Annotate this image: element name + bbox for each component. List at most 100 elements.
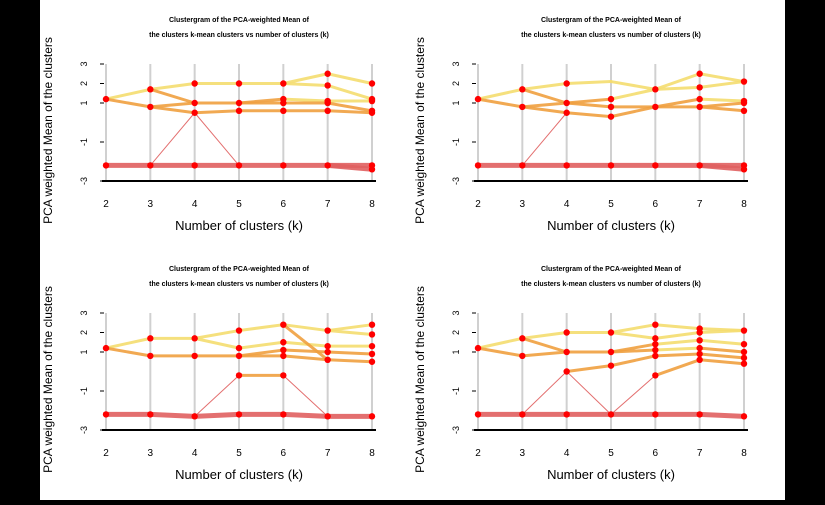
cluster-mean-point xyxy=(519,335,526,342)
x-tick-label: 7 xyxy=(325,199,331,210)
cluster-mean-point xyxy=(652,103,659,111)
cluster-mean-point xyxy=(280,107,287,115)
cluster-flow-line xyxy=(609,323,657,334)
x-tick-label: 6 xyxy=(281,448,287,459)
cluster-mean-point xyxy=(102,162,110,169)
cluster-flow-line xyxy=(698,358,746,366)
cluster-mean-point xyxy=(368,97,376,105)
cluster-mean-point xyxy=(368,358,376,365)
cluster-flow-line xyxy=(520,331,569,340)
cluster-flow-line xyxy=(281,82,330,87)
cluster-mean-point xyxy=(563,348,570,356)
cluster-mean-point xyxy=(235,162,243,169)
cluster-mean-point xyxy=(235,411,243,418)
cluster-mean-point xyxy=(147,335,154,342)
y-tick-label: -1 xyxy=(451,138,461,146)
cluster-mean-point xyxy=(324,107,331,115)
cluster-mean-point xyxy=(696,411,703,418)
cluster-mean-point xyxy=(740,107,748,115)
cluster-mean-point xyxy=(652,411,659,418)
y-axis-label: PCA weighted Mean of the clusters xyxy=(41,37,55,224)
cluster-flow-line xyxy=(281,348,330,354)
cluster-flow-line xyxy=(194,374,240,417)
cluster-mean-point xyxy=(368,166,376,173)
cluster-flow-line xyxy=(326,83,374,101)
cluster-flow-line xyxy=(697,162,747,172)
cluster-mean-point xyxy=(519,352,526,360)
cluster-mean-point xyxy=(235,107,243,115)
cluster-mean-point xyxy=(740,348,748,356)
cluster-mean-point xyxy=(696,70,703,77)
cluster-mean-point xyxy=(740,99,748,107)
cluster-flow-line xyxy=(698,97,746,103)
cluster-flow-line xyxy=(609,348,657,354)
cluster-mean-point xyxy=(740,327,748,334)
cluster-mean-point xyxy=(368,331,376,338)
cluster-flow-line xyxy=(520,82,569,91)
cluster-flow-line xyxy=(565,364,613,373)
y-axis-label: PCA weighted Mean of the clusters xyxy=(413,37,427,224)
x-tick-label: 2 xyxy=(103,199,109,210)
cluster-mean-point xyxy=(324,413,331,420)
cluster-mean-point xyxy=(280,321,287,328)
cluster-mean-point xyxy=(607,162,615,169)
cluster-mean-point xyxy=(191,413,198,420)
cluster-mean-point xyxy=(696,329,703,336)
cluster-mean-point xyxy=(191,109,198,116)
cluster-mean-point xyxy=(280,80,287,87)
x-tick-label: 2 xyxy=(475,448,481,459)
cluster-mean-point xyxy=(474,95,482,103)
chart-panel-2: Clustergram of the PCA-weighted Mean of t… xyxy=(413,17,748,233)
cluster-flow-line xyxy=(609,331,657,340)
cluster-flow-line xyxy=(326,350,374,356)
cluster-flow-line xyxy=(281,323,330,333)
cluster-mean-point xyxy=(191,162,198,169)
x-axis-label: Number of clusters (k) xyxy=(547,467,675,482)
cluster-flow-line xyxy=(237,340,285,350)
cluster-mean-point xyxy=(563,99,570,107)
cluster-flow-line xyxy=(193,336,241,350)
cluster-mean-point xyxy=(696,356,703,363)
x-tick-label: 2 xyxy=(475,199,481,210)
cluster-mean-point xyxy=(147,162,154,169)
cluster-mean-point xyxy=(368,342,376,350)
cluster-mean-point xyxy=(607,362,615,369)
cluster-mean-point xyxy=(324,348,331,356)
cluster-flow-line xyxy=(698,346,746,354)
cluster-flow-line xyxy=(520,105,569,115)
cluster-mean-point xyxy=(652,162,659,169)
cluster-mean-point xyxy=(191,352,198,360)
chart-title-line2: the clusters k-mean clusters vs number o… xyxy=(521,281,701,288)
cluster-flow-line xyxy=(653,346,702,352)
x-tick-label: 4 xyxy=(564,199,570,210)
cluster-mean-point xyxy=(368,321,376,328)
x-tick-label: 8 xyxy=(741,448,747,459)
cluster-mean-point xyxy=(280,372,287,379)
cluster-mean-point xyxy=(324,70,331,77)
cluster-flow-line xyxy=(149,112,196,166)
cluster-flow-line xyxy=(104,336,152,350)
cluster-flow-line xyxy=(282,374,329,417)
x-tick-label: 3 xyxy=(148,448,154,459)
cluster-flow-line xyxy=(104,87,152,101)
x-tick-label: 5 xyxy=(236,199,242,210)
chart-panel-1: Clustergram of the PCA-weighted Mean of t… xyxy=(41,17,376,233)
cluster-mean-point xyxy=(324,82,331,89)
x-tick-label: 5 xyxy=(236,448,242,459)
cluster-mean-point xyxy=(191,335,198,342)
cluster-flow-line xyxy=(476,97,524,109)
cluster-mean-point xyxy=(147,352,154,360)
cluster-flow-line xyxy=(326,109,374,115)
cluster-flow-line xyxy=(698,80,746,89)
cluster-mean-point xyxy=(607,329,615,336)
cluster-flow-line xyxy=(325,162,375,172)
y-tick-label: 1 xyxy=(451,100,461,105)
cluster-flow-line xyxy=(476,346,524,358)
cluster-mean-point xyxy=(102,411,110,418)
x-tick-label: 4 xyxy=(564,448,570,459)
cluster-mean-point xyxy=(696,95,703,103)
cluster-flow-line xyxy=(326,358,374,364)
chart-title-line2: the clusters k-mean clusters vs number o… xyxy=(149,281,329,288)
cluster-mean-point xyxy=(280,99,287,107)
cluster-mean-point xyxy=(696,162,703,169)
